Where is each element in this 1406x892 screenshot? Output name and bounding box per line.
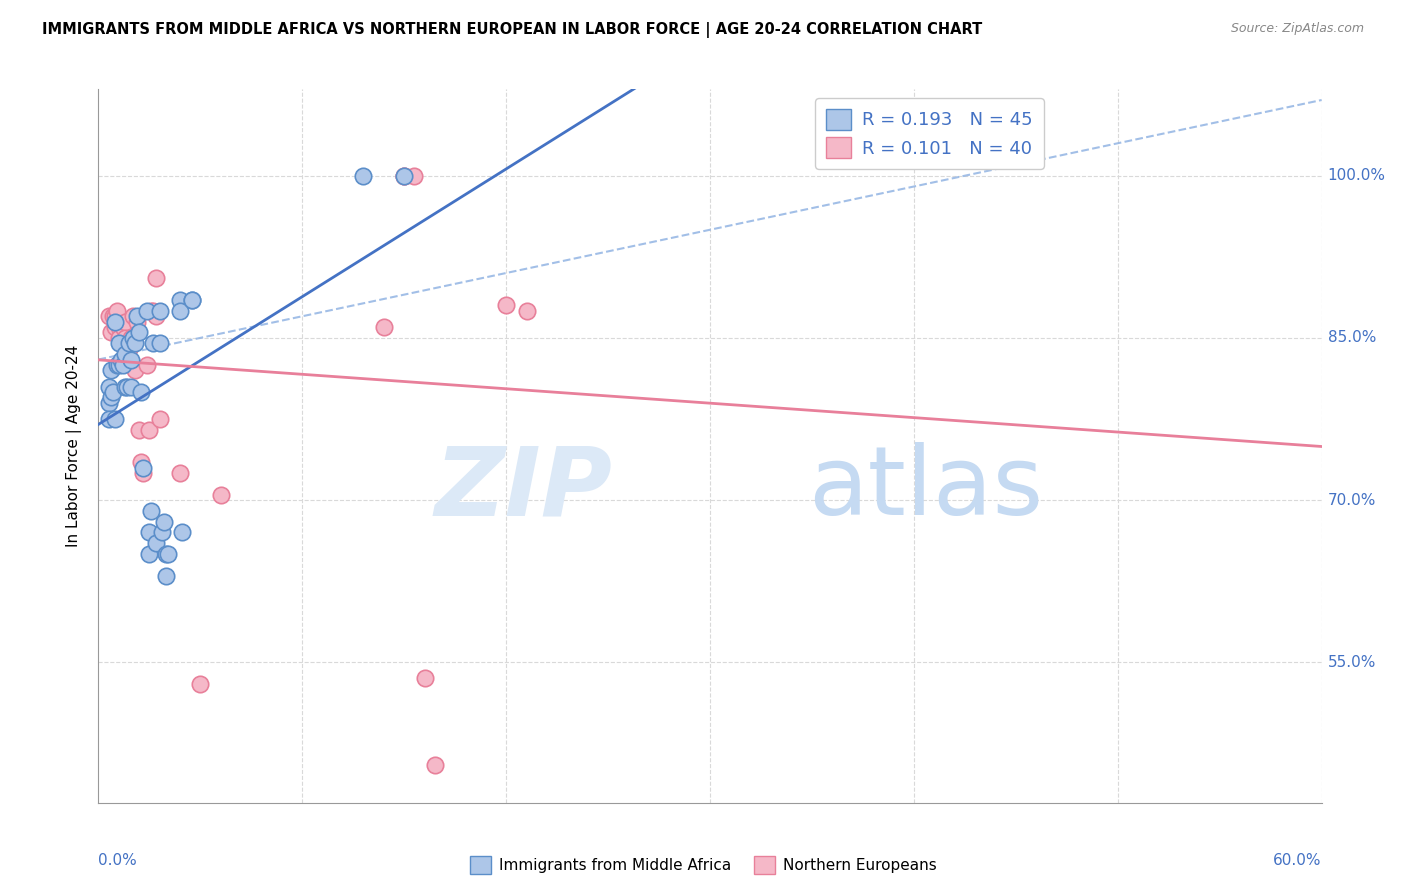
Point (118, 342, 141, 356)
Point (392, 169, 416, 183)
Point (124, 363, 146, 377)
Point (97, 412, 120, 426)
Point (423, 758, 446, 772)
Point (111, 358, 134, 372)
Point (110, 352, 132, 367)
Text: 60.0%: 60.0% (1274, 853, 1322, 868)
Point (128, 423, 150, 437)
Point (100, 363, 122, 377)
Point (115, 379, 138, 393)
Point (122, 331, 145, 345)
Point (373, 320, 395, 334)
Point (142, 303, 165, 318)
Legend: Immigrants from Middle Africa, Northern Europeans: Immigrants from Middle Africa, Northern … (464, 850, 942, 880)
Point (118, 336, 141, 351)
Point (152, 515, 174, 529)
Point (145, 271, 167, 285)
Text: Source: ZipAtlas.com: Source: ZipAtlas.com (1230, 22, 1364, 36)
Point (141, 504, 163, 518)
Point (111, 320, 134, 334)
Point (132, 466, 155, 480)
Text: 100.0%: 100.0% (1327, 169, 1386, 183)
Point (129, 455, 152, 469)
Point (120, 331, 142, 345)
Point (516, 303, 538, 318)
Text: 55.0%: 55.0% (1327, 655, 1376, 670)
Point (104, 412, 127, 426)
Point (209, 488, 232, 502)
Point (105, 303, 128, 318)
Point (97, 310, 120, 324)
Text: 70.0%: 70.0% (1327, 492, 1376, 508)
Point (120, 358, 142, 372)
Point (142, 336, 165, 351)
Point (127, 315, 149, 329)
Point (170, 525, 193, 540)
Point (104, 315, 127, 329)
Point (145, 310, 167, 324)
Point (149, 303, 172, 318)
Point (155, 547, 177, 561)
Text: 0.0%: 0.0% (98, 853, 138, 868)
Point (145, 536, 167, 550)
Point (136, 303, 159, 318)
Point (155, 568, 177, 582)
Legend: R = 0.193   N = 45, R = 0.101   N = 40: R = 0.193 N = 45, R = 0.101 N = 40 (815, 98, 1043, 169)
Point (150, 525, 173, 540)
Point (188, 677, 212, 691)
Point (114, 315, 136, 329)
Text: ZIP: ZIP (434, 442, 612, 535)
Point (413, 672, 436, 686)
Point (122, 310, 145, 324)
Point (104, 320, 127, 334)
Point (101, 384, 124, 399)
Y-axis label: In Labor Force | Age 20-24: In Labor Force | Age 20-24 (66, 345, 83, 547)
Point (136, 358, 159, 372)
Point (100, 390, 122, 404)
Point (169, 466, 191, 480)
Point (392, 169, 416, 183)
Point (132, 460, 155, 475)
Point (114, 347, 136, 361)
Point (169, 293, 191, 307)
Point (392, 169, 416, 183)
Point (105, 358, 128, 372)
Point (108, 336, 131, 351)
Point (108, 358, 131, 372)
Point (120, 352, 142, 367)
Point (114, 379, 136, 393)
Text: 85.0%: 85.0% (1327, 330, 1376, 345)
Point (352, 169, 374, 183)
Point (156, 547, 179, 561)
Point (404, 169, 426, 183)
Point (181, 293, 204, 307)
Point (100, 326, 122, 340)
Point (110, 336, 132, 351)
Point (129, 384, 152, 399)
Point (124, 336, 146, 351)
Text: atlas: atlas (808, 442, 1043, 535)
Point (149, 412, 172, 426)
Point (127, 310, 149, 324)
Point (181, 293, 204, 307)
Point (97, 396, 120, 410)
Point (115, 336, 138, 351)
Point (141, 303, 163, 318)
Point (104, 310, 127, 324)
Point (138, 547, 160, 561)
Point (138, 423, 160, 437)
Point (101, 310, 124, 324)
Point (149, 336, 172, 351)
Point (169, 303, 191, 318)
Point (108, 320, 131, 334)
Point (138, 525, 160, 540)
Point (97, 379, 120, 393)
Text: IMMIGRANTS FROM MIDDLE AFRICA VS NORTHERN EUROPEAN IN LABOR FORCE | AGE 20-24 CO: IMMIGRANTS FROM MIDDLE AFRICA VS NORTHER… (42, 22, 983, 38)
Point (120, 379, 142, 393)
Point (495, 298, 517, 312)
Point (128, 326, 150, 340)
Point (108, 331, 131, 345)
Point (114, 331, 136, 345)
